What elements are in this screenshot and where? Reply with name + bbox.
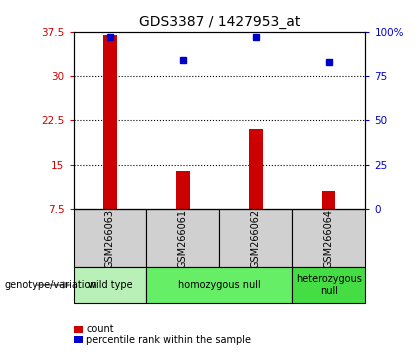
Bar — [292, 209, 365, 267]
Bar — [147, 267, 292, 303]
Bar — [322, 191, 336, 209]
Text: percentile rank within the sample: percentile rank within the sample — [86, 335, 251, 345]
Bar — [292, 267, 365, 303]
Text: homozygous null: homozygous null — [178, 280, 261, 290]
Bar — [74, 267, 147, 303]
Bar — [147, 209, 220, 267]
Text: genotype/variation: genotype/variation — [4, 280, 97, 290]
Text: GSM266062: GSM266062 — [251, 209, 261, 268]
Bar — [249, 129, 262, 209]
Text: GSM266061: GSM266061 — [178, 209, 188, 268]
Bar — [220, 209, 292, 267]
Bar — [74, 209, 147, 267]
Bar — [103, 35, 117, 209]
Text: wild type: wild type — [88, 280, 132, 290]
Bar — [176, 171, 189, 209]
Text: count: count — [86, 324, 114, 334]
Title: GDS3387 / 1427953_at: GDS3387 / 1427953_at — [139, 16, 300, 29]
Text: heterozygous
null: heterozygous null — [296, 274, 362, 296]
Text: GSM266064: GSM266064 — [324, 209, 334, 268]
Text: GSM266063: GSM266063 — [105, 209, 115, 268]
